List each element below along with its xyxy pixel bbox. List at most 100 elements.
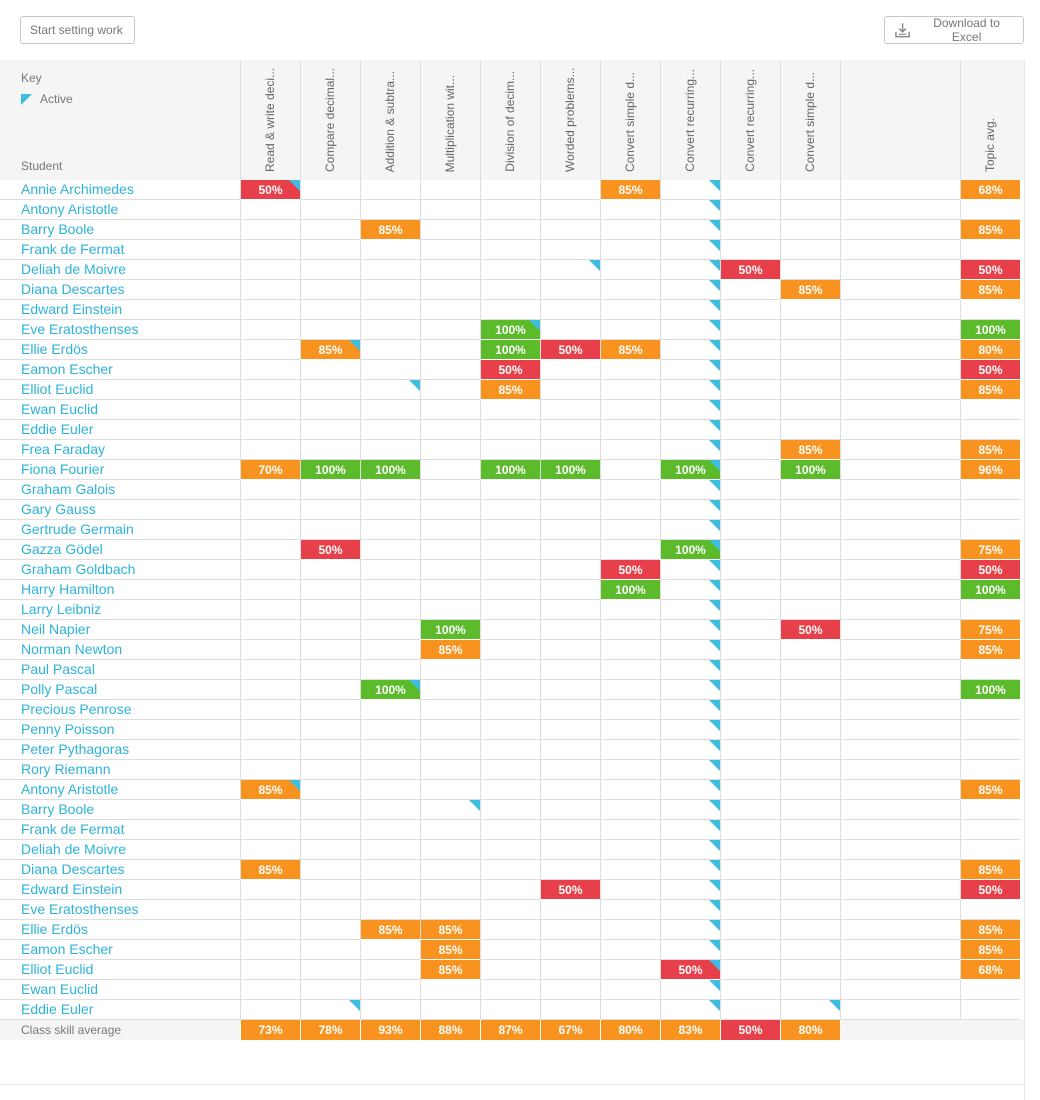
- score-cell[interactable]: 85%: [480, 380, 540, 400]
- empty-score-cell[interactable]: [240, 800, 300, 820]
- student-name-link[interactable]: Barry Boole: [21, 221, 95, 237]
- empty-score-cell[interactable]: [240, 600, 300, 620]
- student-name-link[interactable]: Harry Hamilton: [21, 581, 115, 597]
- empty-score-cell[interactable]: [720, 960, 780, 980]
- empty-score-cell[interactable]: [300, 780, 360, 800]
- empty-score-cell[interactable]: [360, 660, 420, 680]
- empty-score-cell[interactable]: [780, 880, 840, 900]
- empty-score-cell[interactable]: [720, 640, 780, 660]
- empty-score-cell[interactable]: [480, 440, 540, 460]
- empty-score-cell[interactable]: [720, 800, 780, 820]
- empty-score-cell[interactable]: [360, 180, 420, 200]
- empty-score-cell[interactable]: [420, 560, 480, 580]
- empty-score-cell[interactable]: [300, 260, 360, 280]
- empty-score-cell[interactable]: [300, 900, 360, 920]
- empty-score-cell[interactable]: [660, 560, 720, 580]
- empty-score-cell[interactable]: [420, 760, 480, 780]
- empty-score-cell[interactable]: [660, 900, 720, 920]
- empty-score-cell[interactable]: [480, 480, 540, 500]
- empty-score-cell[interactable]: [600, 420, 660, 440]
- empty-score-cell[interactable]: [660, 500, 720, 520]
- empty-score-cell[interactable]: [660, 240, 720, 260]
- empty-score-cell[interactable]: [780, 580, 840, 600]
- empty-score-cell[interactable]: [540, 940, 600, 960]
- empty-score-cell[interactable]: [720, 920, 780, 940]
- score-cell[interactable]: 100%: [480, 460, 540, 480]
- student-name-link[interactable]: Diana Descartes: [21, 281, 125, 297]
- skill-column-header[interactable]: Worded problems...: [540, 60, 600, 180]
- empty-score-cell[interactable]: [540, 600, 600, 620]
- student-name-link[interactable]: Larry Leibniz: [21, 601, 102, 617]
- empty-score-cell[interactable]: [600, 520, 660, 540]
- empty-score-cell[interactable]: [360, 780, 420, 800]
- empty-score-cell[interactable]: [720, 420, 780, 440]
- empty-score-cell[interactable]: [300, 880, 360, 900]
- empty-score-cell[interactable]: [300, 320, 360, 340]
- empty-score-cell[interactable]: [600, 700, 660, 720]
- empty-score-cell[interactable]: [540, 280, 600, 300]
- empty-score-cell[interactable]: [300, 440, 360, 460]
- student-name-link[interactable]: Frank de Fermat: [21, 821, 125, 837]
- empty-score-cell[interactable]: [240, 540, 300, 560]
- empty-score-cell[interactable]: [780, 700, 840, 720]
- empty-score-cell[interactable]: [720, 280, 780, 300]
- student-name-link[interactable]: Eve Eratosthenses: [21, 901, 139, 917]
- empty-score-cell[interactable]: [360, 320, 420, 340]
- empty-score-cell[interactable]: [420, 580, 480, 600]
- empty-score-cell[interactable]: [420, 460, 480, 480]
- empty-score-cell[interactable]: [300, 220, 360, 240]
- score-cell[interactable]: 85%: [420, 920, 480, 940]
- empty-score-cell[interactable]: [600, 920, 660, 940]
- empty-score-cell[interactable]: [420, 400, 480, 420]
- empty-score-cell[interactable]: [360, 280, 420, 300]
- empty-score-cell[interactable]: [780, 680, 840, 700]
- skill-column-header[interactable]: Read & write deci...: [240, 60, 300, 180]
- empty-score-cell[interactable]: [720, 820, 780, 840]
- empty-score-cell[interactable]: [660, 840, 720, 860]
- empty-score-cell[interactable]: [360, 960, 420, 980]
- empty-score-cell[interactable]: [780, 780, 840, 800]
- empty-score-cell[interactable]: [720, 560, 780, 580]
- empty-score-cell[interactable]: [480, 660, 540, 680]
- empty-score-cell[interactable]: [660, 740, 720, 760]
- empty-score-cell[interactable]: [780, 960, 840, 980]
- empty-score-cell[interactable]: [720, 880, 780, 900]
- score-cell[interactable]: 50%: [540, 880, 600, 900]
- empty-score-cell[interactable]: [660, 300, 720, 320]
- empty-score-cell[interactable]: [420, 720, 480, 740]
- empty-score-cell[interactable]: [660, 480, 720, 500]
- empty-score-cell[interactable]: [540, 980, 600, 1000]
- empty-score-cell[interactable]: [540, 560, 600, 580]
- empty-score-cell[interactable]: [240, 500, 300, 520]
- empty-score-cell[interactable]: [780, 400, 840, 420]
- empty-score-cell[interactable]: [600, 760, 660, 780]
- empty-score-cell[interactable]: [360, 540, 420, 560]
- empty-score-cell[interactable]: [300, 200, 360, 220]
- empty-score-cell[interactable]: [660, 780, 720, 800]
- empty-score-cell[interactable]: [780, 940, 840, 960]
- empty-score-cell[interactable]: [300, 180, 360, 200]
- student-name-link[interactable]: Peter Pythagoras: [21, 741, 130, 757]
- empty-score-cell[interactable]: [660, 260, 720, 280]
- empty-score-cell[interactable]: [300, 980, 360, 1000]
- empty-score-cell[interactable]: [360, 880, 420, 900]
- empty-score-cell[interactable]: [240, 260, 300, 280]
- empty-score-cell[interactable]: [420, 840, 480, 860]
- empty-score-cell[interactable]: [660, 980, 720, 1000]
- empty-score-cell[interactable]: [540, 760, 600, 780]
- empty-score-cell[interactable]: [540, 700, 600, 720]
- start-setting-work-button[interactable]: Start setting work: [20, 16, 135, 44]
- empty-score-cell[interactable]: [420, 780, 480, 800]
- empty-score-cell[interactable]: [720, 360, 780, 380]
- empty-score-cell[interactable]: [720, 380, 780, 400]
- empty-score-cell[interactable]: [420, 520, 480, 540]
- empty-score-cell[interactable]: [240, 820, 300, 840]
- empty-score-cell[interactable]: [240, 900, 300, 920]
- empty-score-cell[interactable]: [780, 560, 840, 580]
- empty-score-cell[interactable]: [540, 380, 600, 400]
- student-name-link[interactable]: Eddie Euler: [21, 1001, 94, 1017]
- empty-score-cell[interactable]: [240, 940, 300, 960]
- empty-score-cell[interactable]: [660, 680, 720, 700]
- empty-score-cell[interactable]: [720, 940, 780, 960]
- student-name-link[interactable]: Ewan Euclid: [21, 981, 99, 997]
